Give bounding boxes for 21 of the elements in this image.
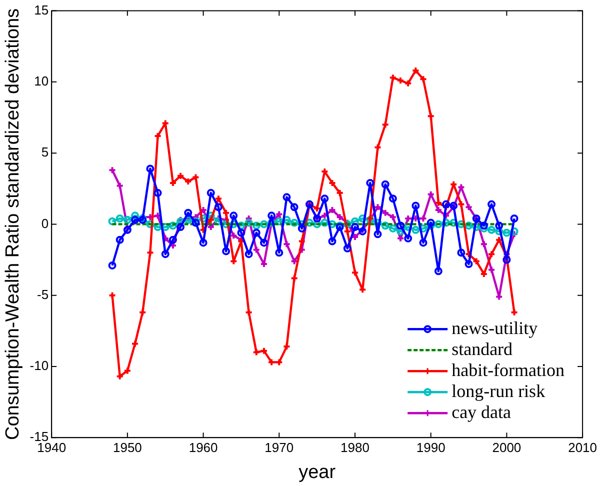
x-tick-label: 1960 — [188, 440, 218, 455]
y-axis-title: Consumption-Wealth Ratio standardized deviations — [2, 8, 24, 440]
y-tick-label: -10 — [30, 358, 49, 374]
x-axis-title: year — [298, 462, 336, 483]
legend-label: long-run risk — [452, 380, 546, 401]
legend-label: cay data — [452, 402, 512, 422]
legend-label: standard — [452, 338, 513, 359]
y-tick-label: 10 — [34, 74, 49, 89]
legend-label: habit-formation — [452, 360, 565, 380]
y-tick-label: 0 — [41, 216, 49, 231]
y-tick-label: 15 — [34, 2, 49, 18]
x-tick-label: 2000 — [492, 440, 522, 455]
y-tick-label: -15 — [30, 429, 49, 444]
y-tick-label: -5 — [37, 286, 49, 302]
x-tick-label: 1980 — [340, 440, 370, 455]
y-tick-label: 5 — [41, 144, 49, 160]
legend-label: news-utility — [452, 318, 538, 338]
x-tick-label: 1970 — [264, 440, 294, 455]
x-tick-label: 1950 — [112, 440, 142, 455]
x-tick-label: 1990 — [416, 440, 446, 455]
x-tick-label: 2010 — [568, 440, 597, 455]
